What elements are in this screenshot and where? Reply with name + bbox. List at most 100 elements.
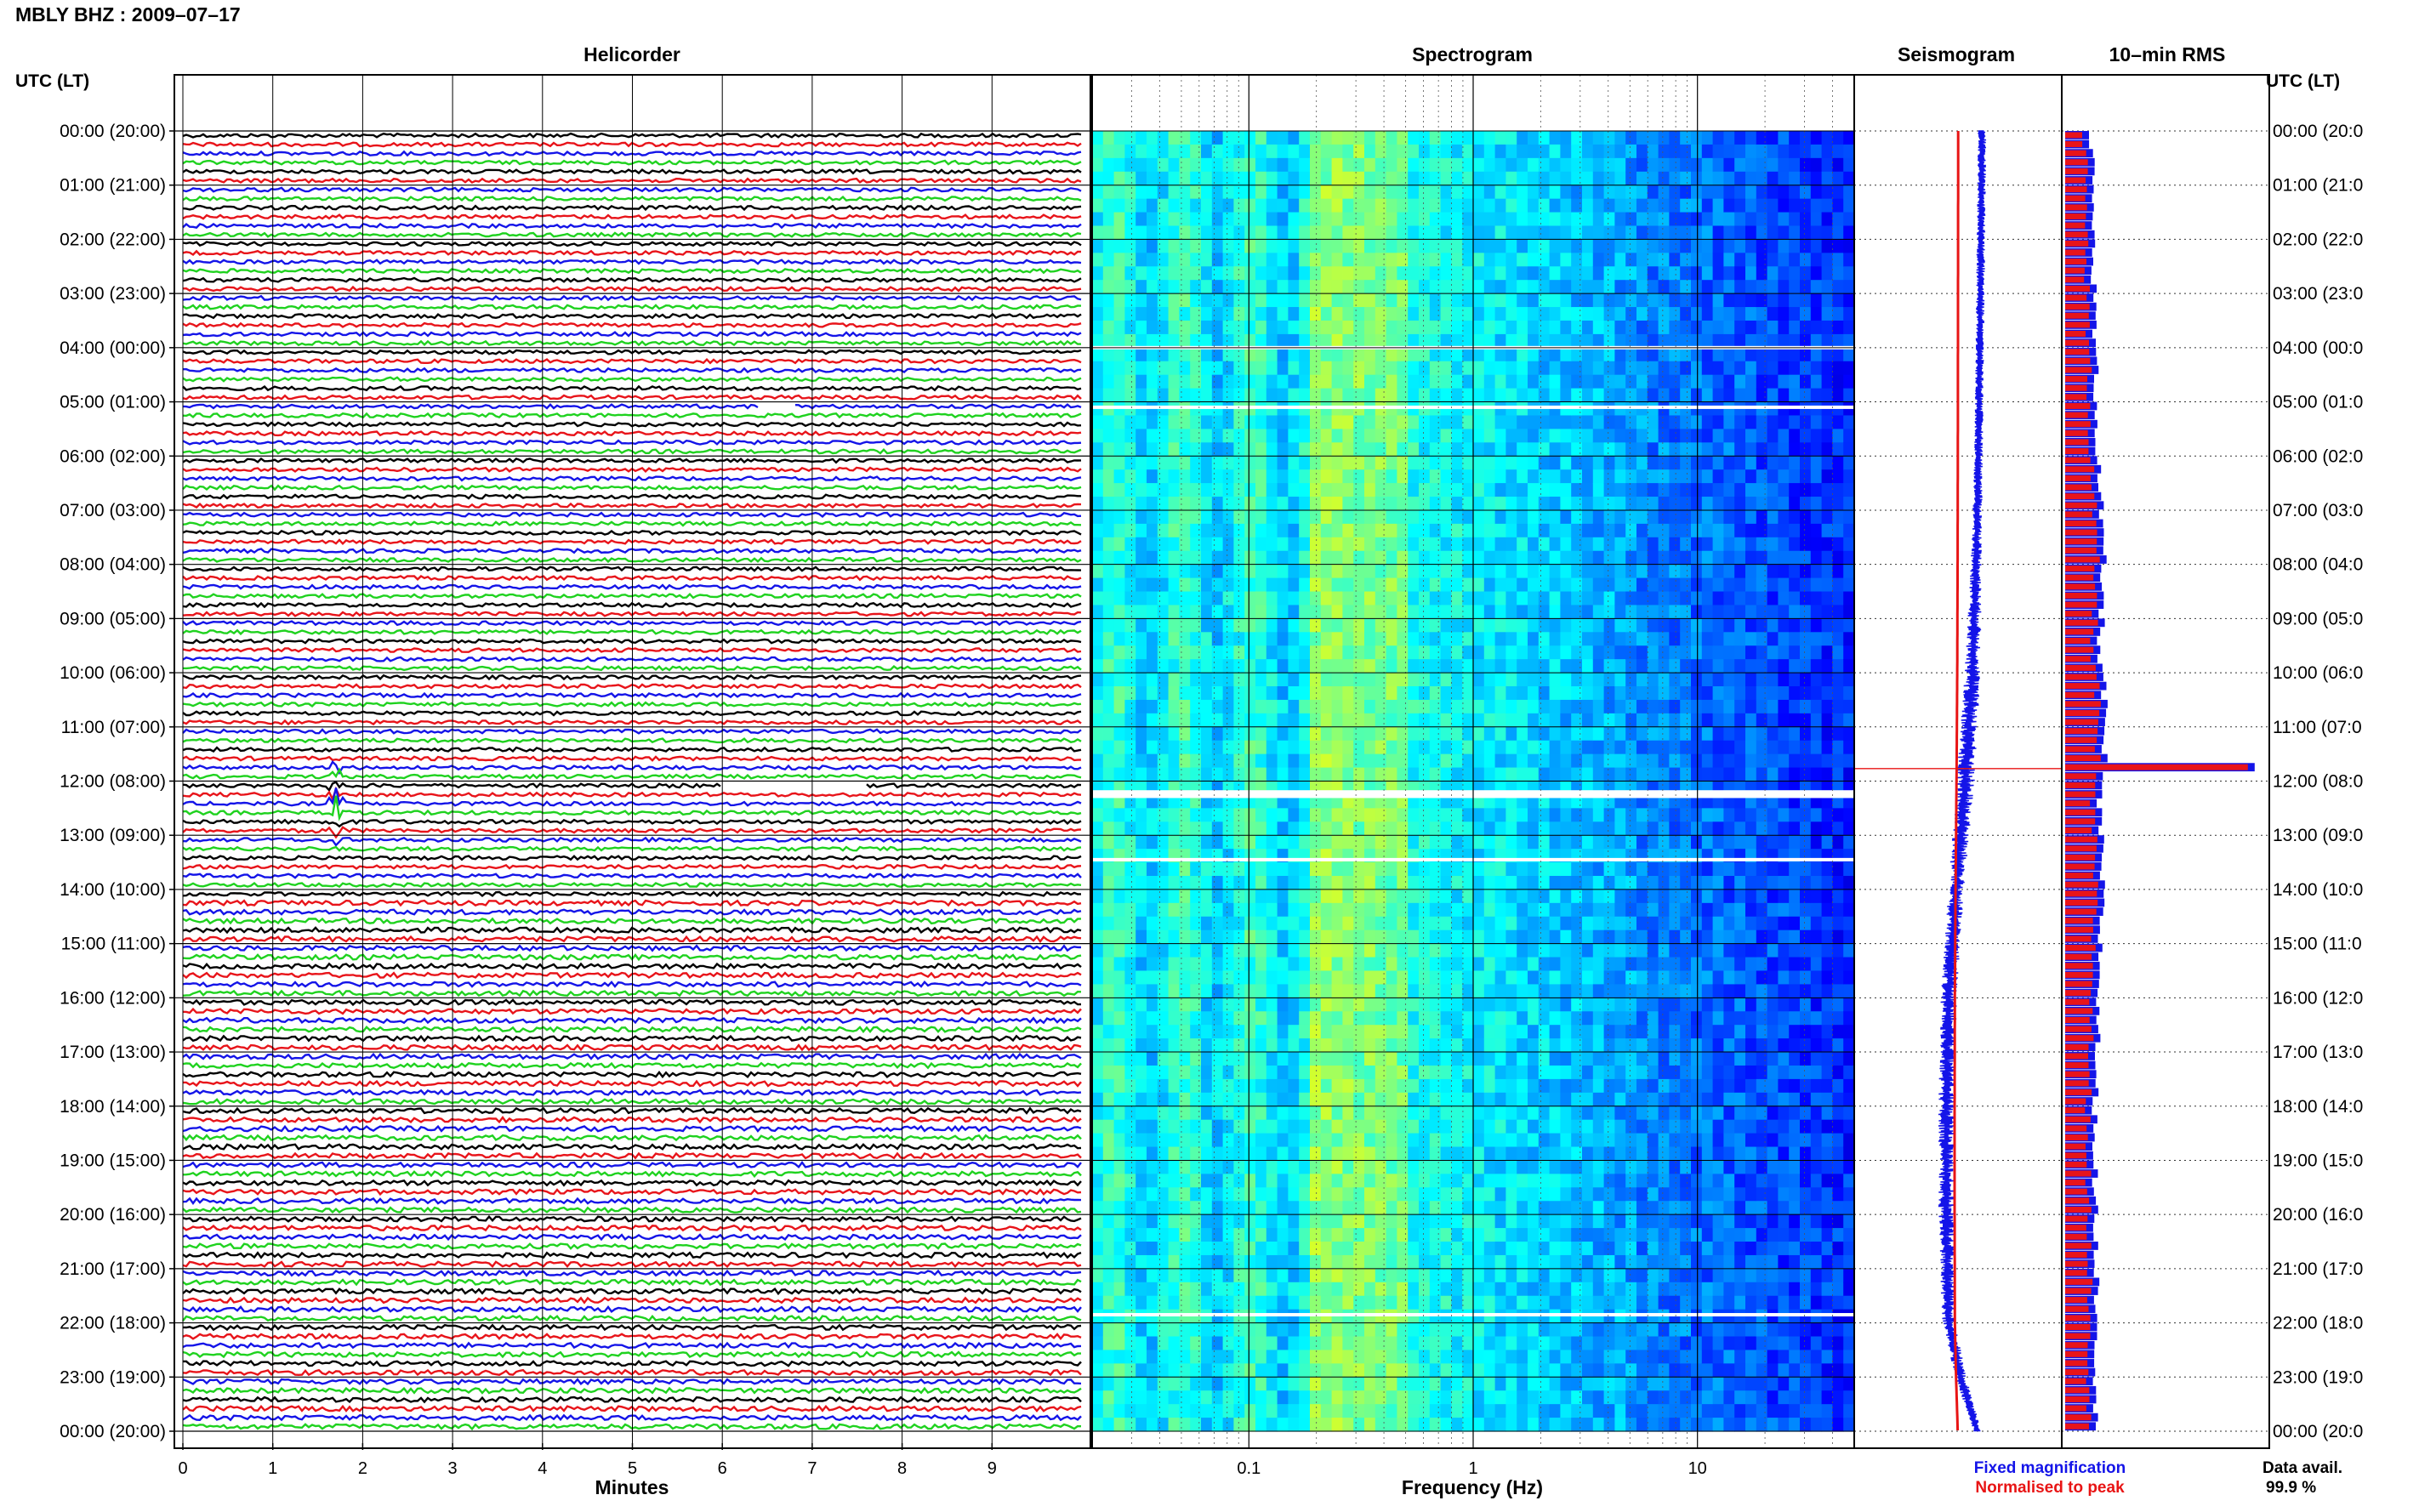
spectrogram-cell	[1320, 1214, 1333, 1229]
spectrogram-cell	[1549, 1295, 1561, 1310]
spectrogram-cell	[1136, 1418, 1147, 1432]
spectrogram-cell	[1494, 144, 1506, 159]
spectrogram-cell	[1353, 415, 1365, 429]
spectrogram-cell	[1473, 171, 1485, 186]
spectrogram-cell	[1124, 415, 1136, 429]
spectrogram-cell	[1147, 1025, 1158, 1039]
spectrogram-cell	[1528, 1268, 1540, 1283]
spectrogram-cell	[1451, 509, 1463, 525]
spectrogram-cell	[1429, 889, 1442, 904]
spectrogram-cell	[1603, 198, 1615, 213]
spectrogram-cell	[1124, 131, 1136, 145]
spectrogram-cell	[1179, 726, 1191, 742]
spectrogram-cell	[1331, 280, 1343, 294]
spectrogram-cell	[1603, 1038, 1615, 1053]
spectrogram-cell	[1505, 1418, 1517, 1432]
spectrogram-cell	[1288, 320, 1300, 335]
spectrogram-cell	[1473, 929, 1485, 945]
spectrogram-cell	[1244, 523, 1256, 538]
spectrogram-cell	[1266, 794, 1278, 809]
spectrogram-cell	[1538, 239, 1551, 253]
spectrogram-cell	[1147, 577, 1158, 593]
helicorder-panel	[174, 74, 1091, 1449]
spectrogram-cell	[1113, 929, 1125, 945]
spectrogram-cell	[1211, 198, 1224, 213]
spectrogram-cell	[1157, 808, 1170, 822]
spectrogram-cell	[1342, 550, 1354, 566]
spectrogram-cell	[1299, 442, 1311, 457]
spectrogram-cell	[1190, 1052, 1202, 1066]
spectrogram-cell	[1603, 1254, 1615, 1270]
spectrogram-cell	[1113, 131, 1125, 145]
spectrogram-cell	[1342, 1363, 1354, 1378]
spectrogram-cell	[1571, 889, 1583, 904]
spectrogram-cell	[1190, 1390, 1202, 1405]
spectrogram-cell	[1092, 1052, 1104, 1066]
spectrogram-cell	[1429, 902, 1442, 918]
spectrogram-cell	[1560, 307, 1572, 321]
spectrogram-cell	[1429, 1268, 1442, 1283]
spectrogram-cell	[1211, 550, 1224, 566]
spectrogram-cell	[1408, 1025, 1420, 1039]
spectrogram-cell	[1299, 483, 1311, 497]
spectrogram-cell	[1625, 1078, 1637, 1094]
spectrogram-cell	[1288, 185, 1300, 200]
spectrogram-cell	[1244, 198, 1256, 213]
spectrogram-cell	[1483, 998, 1496, 1012]
spectrogram-cell	[1560, 1363, 1572, 1378]
spectrogram-cell	[1233, 1295, 1245, 1310]
spectrogram-cell	[1179, 1133, 1191, 1148]
spectrogram-cell	[1102, 280, 1115, 294]
spectrogram-cell	[1113, 821, 1125, 836]
spectrogram-cell	[1102, 144, 1115, 159]
spectrogram-cell	[1592, 1038, 1605, 1053]
spectrogram-cell	[1124, 1174, 1136, 1188]
spectrogram-cell	[1092, 212, 1104, 227]
spectrogram-cell	[1408, 1133, 1420, 1148]
spectrogram-cell	[1147, 1065, 1158, 1080]
spectrogram-cell	[1582, 1106, 1594, 1121]
spectrogram-cell	[1375, 537, 1387, 552]
spectrogram-cell	[1147, 875, 1158, 890]
spectrogram-cell	[1244, 1025, 1256, 1039]
spectrogram-cell	[1483, 293, 1496, 308]
spectrogram-cell	[1255, 266, 1267, 281]
spectrogram-cell	[1462, 497, 1474, 511]
spectrogram-cell	[1440, 483, 1452, 497]
spectrogram-cell	[1397, 442, 1409, 457]
spectrogram-cell	[1528, 266, 1540, 281]
spectrogram-cell	[1222, 1390, 1234, 1405]
spectrogram-cell	[1320, 1065, 1333, 1080]
spectrogram-cell	[1288, 1336, 1300, 1351]
spectrogram-cell	[1288, 1106, 1300, 1121]
spectrogram-cell	[1494, 1363, 1506, 1378]
spectrogram-cell	[1429, 198, 1442, 213]
spectrogram-cell	[1451, 1363, 1463, 1378]
spectrogram-cell	[1102, 253, 1115, 267]
spectrogram-cell	[1386, 1282, 1397, 1297]
spectrogram-cell	[1528, 659, 1540, 674]
spectrogram-cell	[1462, 1025, 1474, 1039]
spectrogram-cell	[1419, 699, 1431, 714]
spectrogram-cell	[1364, 361, 1376, 376]
spectrogram-cell	[1201, 1214, 1213, 1229]
spectrogram-cell	[1625, 1390, 1637, 1405]
spectrogram-cell	[1505, 577, 1517, 593]
spectrogram-cell	[1299, 577, 1311, 593]
spectrogram-cell	[1299, 1214, 1311, 1229]
spectrogram-cell	[1168, 1201, 1180, 1215]
spectrogram-cell	[1266, 686, 1278, 701]
spectrogram-cell	[1419, 144, 1431, 159]
spectrogram-cell	[1201, 253, 1213, 267]
spectrogram-cell	[1168, 1418, 1180, 1432]
spectrogram-cell	[1124, 1146, 1136, 1162]
spectrogram-cell	[1168, 415, 1180, 429]
spectrogram-cell	[1419, 1418, 1431, 1432]
spectrogram-cell	[1102, 1038, 1115, 1053]
spectrogram-cell	[1124, 645, 1136, 660]
spectrogram-cell	[1429, 497, 1442, 511]
spectrogram-cell	[1517, 307, 1528, 321]
spectrogram-cell	[1233, 239, 1245, 253]
spectrogram-cell	[1625, 1214, 1637, 1229]
spectrogram-cell	[1102, 998, 1115, 1012]
